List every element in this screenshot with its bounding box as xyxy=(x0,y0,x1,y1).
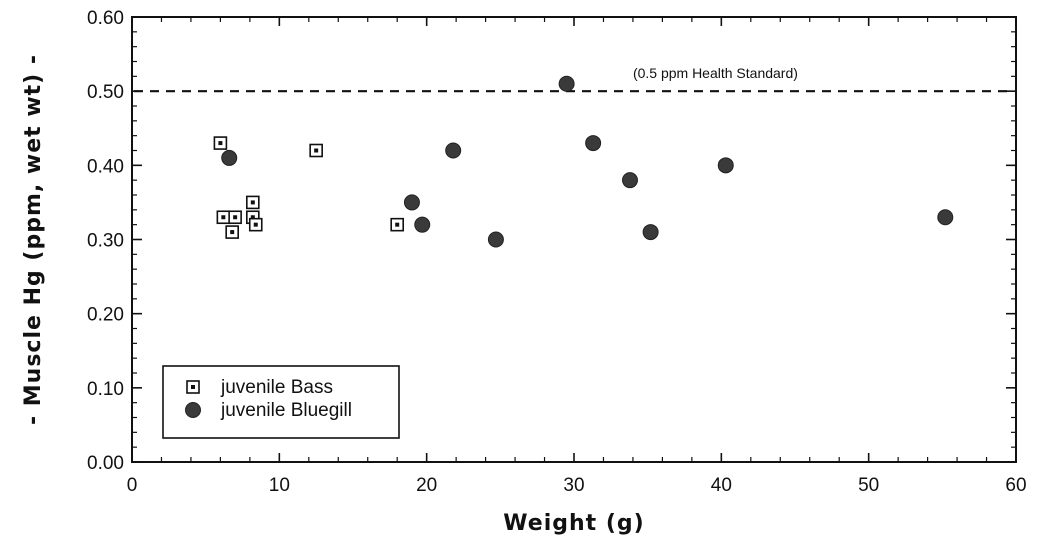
bass-point xyxy=(309,143,323,158)
bluegill-point xyxy=(414,216,431,233)
bass-marker-dot xyxy=(230,230,235,235)
bass-point xyxy=(390,217,405,232)
bass-marker-dot xyxy=(395,222,400,227)
bluegill-point xyxy=(403,194,420,211)
x-tick-label: 60 xyxy=(1005,475,1026,496)
x-axis-title: Weight (g) xyxy=(503,511,644,536)
data-points xyxy=(213,75,954,248)
bass-marker-dot xyxy=(233,215,238,220)
legend-bass-label: juvenile Bass xyxy=(220,377,333,398)
bluegill-point xyxy=(558,75,575,92)
bluegill-point xyxy=(717,157,734,174)
y-tick-label: 0.60 xyxy=(87,8,124,29)
bluegill-point xyxy=(221,149,238,166)
bass-point xyxy=(228,210,242,225)
legend-bluegill-marker xyxy=(185,402,201,418)
legend-bass-marker xyxy=(186,380,200,394)
bass-point xyxy=(246,195,260,210)
y-tick-label: 0.20 xyxy=(87,305,124,326)
bass-point xyxy=(248,217,263,232)
bass-marker-dot xyxy=(314,148,319,153)
legend-bluegill-label: juvenile Bluegill xyxy=(220,400,352,421)
y-axis-title: - Muscle Hg (ppm, wet wt) - xyxy=(21,54,46,425)
x-tick-label: 20 xyxy=(416,475,437,496)
axes: 0 10 20 30 40 50 60 0.00 0.10 0.20 0.30 0.40 0.50 0.6… xyxy=(21,8,1027,536)
bluegill-point xyxy=(937,209,954,226)
bluegill-point xyxy=(621,172,638,189)
x-tick-label: 50 xyxy=(858,475,879,496)
y-tick-label: 0.30 xyxy=(87,231,124,252)
y-tick-label: 0.50 xyxy=(87,82,124,103)
health-standard-line: (0.5 ppm Health Standard) xyxy=(134,65,1014,93)
bass-marker-dot xyxy=(250,215,255,220)
x-tick-label: 10 xyxy=(269,475,290,496)
y-tick-label: 0.00 xyxy=(87,453,124,474)
x-tick-label: 0 xyxy=(127,475,138,496)
y-tick-label: 0.40 xyxy=(87,156,124,177)
bluegill-point xyxy=(642,224,659,241)
bass-marker-dot xyxy=(218,141,223,146)
bass-point xyxy=(213,136,228,150)
bass-point xyxy=(225,225,239,239)
y-tick-label: 0.10 xyxy=(87,379,124,400)
bluegill-point xyxy=(585,135,602,152)
x-tick-label: 40 xyxy=(711,475,732,496)
legend-box xyxy=(162,365,400,439)
bass-marker-dot xyxy=(250,200,255,205)
x-tick-label: 30 xyxy=(563,475,584,496)
bass-point xyxy=(216,210,231,225)
bass-marker-dot xyxy=(221,215,226,220)
bass-marker-dot xyxy=(253,222,258,227)
bluegill-point xyxy=(445,142,462,159)
bass-marker-dot xyxy=(191,385,195,389)
health-standard-label: (0.5 ppm Health Standard) xyxy=(633,65,798,81)
bluegill-point xyxy=(487,231,504,248)
